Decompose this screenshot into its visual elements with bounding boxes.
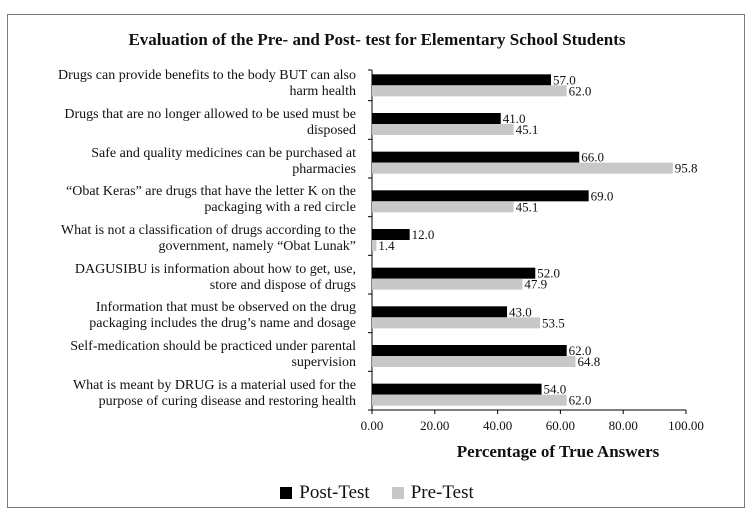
bar-post-test (372, 306, 508, 318)
category-label: government, namely “Obat Lunak” (158, 239, 356, 254)
data-label-pre-test: 1.4 (378, 238, 395, 253)
category-label: harm health (289, 84, 356, 100)
legend-swatch-post-test (280, 487, 293, 499)
data-label-pre-test: 45.1 (516, 122, 539, 137)
legend-label-pre-test: Pre-Test (410, 482, 474, 503)
data-label-pre-test: 62.0 (569, 83, 592, 98)
x-tick-label: 0.00 (361, 418, 384, 433)
data-label-pre-test: 47.9 (524, 277, 547, 292)
category-label: “Obat Keras” are drugs that have the let… (66, 184, 356, 200)
x-tick-label: 60.00 (546, 418, 575, 433)
category-label: What is not a classification of drugs ac… (60, 223, 356, 238)
data-label-post-test: 57.0 (553, 72, 576, 87)
category-label: DAGUSIBU is information about how to get… (74, 261, 356, 277)
bar-pre-test (372, 317, 540, 329)
category-label: disposed (307, 123, 356, 138)
data-label-post-test: 52.0 (537, 266, 560, 281)
chart-title: Evaluation of the Pre- and Post- test fo… (128, 30, 626, 49)
bar-post-test (372, 383, 542, 395)
data-label-post-test: 69.0 (591, 188, 614, 203)
data-label-pre-test: 95.8 (675, 161, 698, 176)
category-label: Information that must be observed on the… (95, 300, 356, 316)
x-tick-label: 80.00 (609, 418, 638, 433)
bar-post-test (372, 113, 501, 124)
x-tick-label: 40.00 (483, 418, 512, 433)
data-label-post-test: 54.0 (544, 382, 567, 397)
data-label-pre-test: 45.1 (516, 199, 539, 214)
bar-post-test (372, 151, 580, 163)
bar-pre-test (372, 162, 673, 174)
bar-pre-test (372, 278, 523, 290)
bar-post-test (372, 74, 551, 86)
category-label: Safe and quality medicines can be purcha… (91, 145, 356, 161)
x-tick-label: 20.00 (420, 418, 449, 433)
data-label-pre-test: 53.5 (542, 315, 565, 330)
bar-post-test (372, 190, 589, 202)
data-label-pre-test: 64.8 (577, 354, 600, 369)
bar-post-test (372, 229, 410, 240)
bar-pre-test (372, 240, 377, 251)
category-label: pharmacies (292, 161, 356, 177)
category-label: purpose of curing disease and restoring … (98, 393, 356, 409)
bar-post-test (372, 345, 567, 356)
bar-post-test (372, 267, 536, 279)
legend-item-pre-test: Pre-Test (391, 482, 474, 504)
bar-pre-test (372, 85, 567, 97)
bar-pre-test (372, 394, 567, 406)
data-label-post-test: 62.0 (569, 343, 592, 358)
legend: Post-Test Pre-Test (0, 482, 754, 504)
category-label: packaging with a red circle (204, 200, 356, 216)
x-axis-title: Percentage of True Answers (456, 442, 660, 461)
category-label: What is meant by DRUG is a material used… (72, 377, 356, 393)
category-label: supervision (291, 355, 356, 370)
bar-pre-test (372, 356, 576, 367)
data-label-post-test: 43.0 (509, 304, 532, 319)
bar-pre-test (372, 124, 514, 135)
legend-swatch-pre-test (391, 487, 404, 499)
chart-frame (7, 14, 745, 508)
bar-pre-test (372, 201, 514, 213)
data-label-post-test: 66.0 (581, 150, 604, 165)
category-label: Drugs that are no longer allowed to be u… (64, 107, 356, 122)
category-label: store and dispose of drugs (209, 277, 356, 293)
legend-label-post-test: Post-Test (299, 482, 370, 503)
category-label: Self-medication should be practiced unde… (70, 339, 356, 354)
legend-item-post-test: Post-Test (280, 482, 370, 504)
data-label-post-test: 41.0 (503, 111, 526, 126)
data-label-post-test: 12.0 (412, 227, 435, 242)
x-tick-label: 100.00 (668, 418, 704, 433)
category-label: Drugs can provide benefits to the body B… (58, 68, 356, 84)
category-label: packaging includes the drug’s name and d… (89, 316, 356, 332)
data-label-pre-test: 62.0 (569, 393, 592, 408)
